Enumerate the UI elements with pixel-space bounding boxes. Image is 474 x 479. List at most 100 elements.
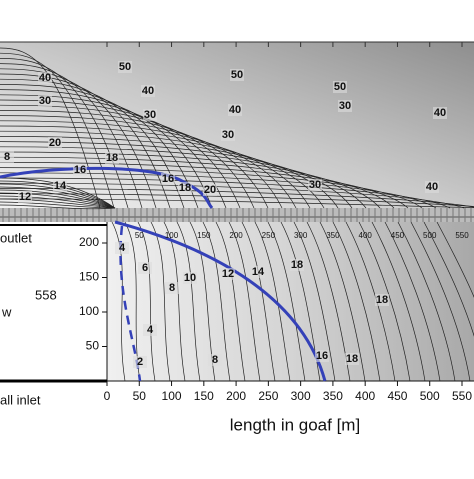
x-tick-label: 300 xyxy=(291,389,311,403)
label-bg xyxy=(141,85,155,97)
contour-line xyxy=(293,221,336,382)
contour-line xyxy=(0,162,409,209)
x-tick-label: 550 xyxy=(452,389,472,403)
x-tick-label: 400 xyxy=(355,389,375,403)
contour-line xyxy=(228,221,261,382)
contour-line xyxy=(0,198,116,209)
contour-line xyxy=(267,221,306,382)
x-tick-label: 500 xyxy=(420,389,440,403)
contour-line xyxy=(0,188,474,208)
contour-label: 16 xyxy=(316,350,328,362)
contour-line xyxy=(436,221,474,298)
contour-label: 30 xyxy=(309,179,321,191)
contour-label: 10 xyxy=(184,272,196,284)
x-axis-label: length in goaf [m] xyxy=(230,415,360,434)
strip-tick-label: 50 xyxy=(135,231,144,240)
strip-tick-label: 250 xyxy=(262,231,276,240)
label-bg xyxy=(203,184,217,196)
contour-line xyxy=(176,221,201,382)
contour-label: 2 xyxy=(137,356,143,368)
strip-tick-label: 150 xyxy=(197,231,211,240)
contour-line xyxy=(0,156,395,209)
contour-line xyxy=(0,189,116,209)
contour-line xyxy=(345,221,396,382)
contour-line xyxy=(0,115,283,209)
seam-strip xyxy=(0,208,474,222)
label-bg xyxy=(221,129,235,141)
contour-label: 12 xyxy=(19,191,31,203)
contour-line xyxy=(0,192,116,209)
x-tick-label: 0 xyxy=(104,389,111,403)
contour-label: 40 xyxy=(142,85,154,97)
contour-line xyxy=(0,84,199,209)
contour-line xyxy=(0,195,116,209)
contour-line xyxy=(254,221,291,382)
bottom-panel xyxy=(107,222,474,381)
contour-line xyxy=(202,221,231,382)
contour-label: 8 xyxy=(212,354,218,366)
contour-line xyxy=(423,221,474,337)
strip-tick-label: 350 xyxy=(326,231,340,240)
contour-label: 18 xyxy=(346,353,358,365)
x-tick-label: 450 xyxy=(387,389,407,403)
annotation: outlet xyxy=(0,230,32,245)
label-bg xyxy=(105,152,119,164)
contour-line xyxy=(215,221,246,382)
contour-label: 40 xyxy=(426,181,438,193)
label-bg xyxy=(333,81,347,93)
label-bg xyxy=(161,173,175,185)
contour-label: 4 xyxy=(119,242,126,254)
strip-tick-label: 400 xyxy=(359,231,373,240)
label-bg xyxy=(165,282,179,294)
label-bg xyxy=(230,69,244,81)
contour-label: 6 xyxy=(142,262,148,274)
strip-tick-label: 500 xyxy=(423,231,437,240)
y-tick-label: 50 xyxy=(86,339,100,353)
label-bg xyxy=(138,262,152,274)
contour-label: 30 xyxy=(39,95,51,107)
label-bg xyxy=(0,151,14,163)
annotation: 558 xyxy=(35,287,57,302)
label-bg xyxy=(290,259,304,271)
contour-label: 40 xyxy=(434,107,446,119)
contour-label: 30 xyxy=(222,129,234,141)
label-bg xyxy=(308,179,322,191)
contour-label: 18 xyxy=(106,152,118,164)
contour-label: 12 xyxy=(222,268,234,280)
contour-label: 18 xyxy=(291,259,303,271)
contour-line xyxy=(384,221,441,382)
contour-label: 40 xyxy=(229,104,241,116)
contour-label: 16 xyxy=(162,173,174,185)
contour-label: 50 xyxy=(334,81,346,93)
label-bg xyxy=(338,100,352,112)
contour-label: 8 xyxy=(169,282,175,294)
contour-label: 20 xyxy=(204,184,216,196)
label-bg xyxy=(251,266,265,278)
contour-label: 4 xyxy=(147,324,154,336)
label-bg xyxy=(208,354,222,366)
contour-line xyxy=(137,221,156,382)
contour-line xyxy=(0,52,115,209)
contour-label: 20 xyxy=(49,137,61,149)
contour-line xyxy=(0,141,353,209)
contour-label: 14 xyxy=(54,180,67,192)
strip-tick-label: 100 xyxy=(165,231,179,240)
contour-line xyxy=(0,151,381,209)
contour-line xyxy=(0,110,269,209)
x-tick-label: 250 xyxy=(258,389,278,403)
label-bg xyxy=(118,61,132,73)
strip-tick-label: 200 xyxy=(229,231,243,240)
contour-line xyxy=(0,63,143,209)
contour-line xyxy=(0,89,213,209)
contours xyxy=(0,47,474,382)
label-bg xyxy=(73,164,87,176)
contour-label: 18 xyxy=(376,294,388,306)
y-tick-label: 150 xyxy=(79,270,99,284)
contour-line xyxy=(332,221,381,382)
contour-label: 8 xyxy=(4,151,10,163)
label-bg xyxy=(221,268,235,280)
annotation: w xyxy=(1,304,12,319)
contour-line xyxy=(410,221,471,382)
label-bg xyxy=(18,191,32,203)
